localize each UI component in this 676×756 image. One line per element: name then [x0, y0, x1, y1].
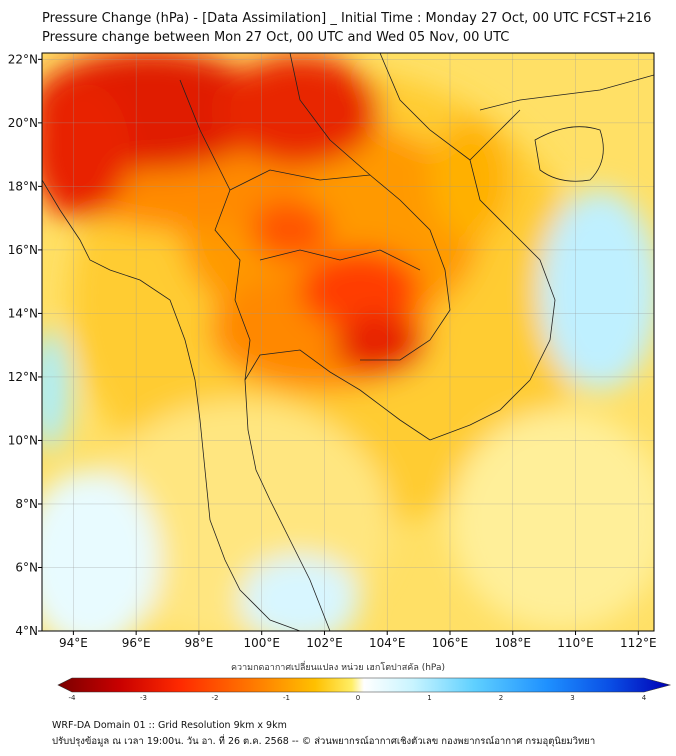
colorbar: -4 -3 -2 -1 0 1 2 3 4	[57, 677, 672, 702]
chart-title: Pressure Change (hPa) - [Data Assimilati…	[42, 11, 652, 26]
lon-tick-label: 110°E	[557, 636, 594, 650]
footer-model-info: WRF-DA Domain 01 :: Grid Resolution 9km …	[52, 720, 287, 731]
colorbar-tick-label: 0	[356, 694, 360, 702]
latitude-ticks: 22°N 20°N 18°N 16°N 14°N 12°N 10°N 8°N 6°N 4°N	[8, 52, 42, 638]
colorbar-tick-label: 3	[570, 694, 574, 702]
lat-tick-label: 4°N	[15, 624, 38, 638]
lon-tick-label: 98°E	[184, 636, 213, 650]
footer-update-info: ปรับปรุงข้อมูล ณ เวลา 19:00น. วัน อา. ที…	[52, 736, 596, 747]
lon-tick-label: 94°E	[59, 636, 88, 650]
colorbar-tick-label: 1	[427, 694, 431, 702]
lat-tick-label: 6°N	[15, 560, 38, 574]
lat-tick-label: 18°N	[8, 179, 38, 193]
lon-tick-label: 104°E	[369, 636, 406, 650]
lon-tick-label: 112°E	[620, 636, 657, 650]
lat-tick-label: 8°N	[15, 497, 38, 511]
colorbar-tick-label: -4	[69, 694, 77, 702]
colorbar-tick-label: 4	[642, 694, 647, 702]
lon-tick-label: 108°E	[495, 636, 532, 650]
colorbar-tick-label: -3	[140, 694, 147, 702]
lat-tick-label: 20°N	[8, 116, 38, 130]
lon-tick-label: 106°E	[432, 636, 469, 650]
pressure-field	[42, 53, 654, 631]
gridlines	[42, 53, 654, 631]
lon-tick-label: 100°E	[243, 636, 280, 650]
colorbar-tick-label: -1	[283, 694, 290, 702]
map-frame	[41, 52, 655, 632]
colorbar-title: ความกดอากาศเปลี่ยนแปลง หน่วย เฮกโตปาสคัล…	[231, 663, 445, 673]
lat-tick-label: 14°N	[8, 306, 38, 320]
lat-tick-label: 10°N	[8, 433, 38, 447]
coastlines	[42, 53, 654, 631]
colorbar-tick-label: 2	[499, 694, 503, 702]
colorbar-tick-label: -2	[212, 694, 219, 702]
longitude-ticks: 94°E 96°E 98°E 100°E 102°E 104°E 106°E 108°E 110…	[59, 631, 657, 650]
lat-tick-label: 22°N	[8, 52, 38, 66]
lat-tick-label: 12°N	[8, 370, 38, 384]
lon-tick-label: 102°E	[306, 636, 343, 650]
chart-subtitle: Pressure change between Mon 27 Oct, 00 U…	[42, 30, 510, 45]
lat-tick-label: 16°N	[8, 243, 38, 257]
lon-tick-label: 96°E	[122, 636, 151, 650]
colorbar-ticks: -4 -3 -2 -1 0 1 2 3 4	[69, 694, 647, 702]
